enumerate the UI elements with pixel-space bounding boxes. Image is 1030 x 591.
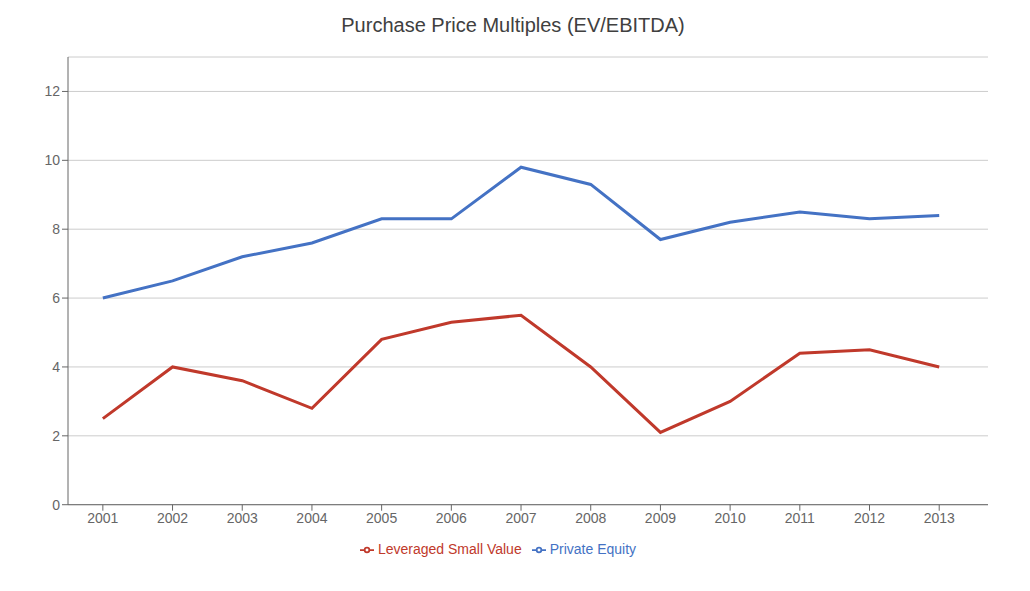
svg-text:2012: 2012 [854, 510, 885, 526]
svg-text:2008: 2008 [575, 510, 606, 526]
html-text:Leveraged Small Value: Leveraged Small Value [378, 540, 522, 557]
svg-text:2: 2 [52, 428, 60, 444]
svg-text:2005: 2005 [366, 510, 397, 526]
html-text:Purchase Price Multiples (EV/E: Purchase Price Multiples (EV/EBITDA) [341, 14, 685, 36]
svg-text:0: 0 [52, 497, 60, 513]
svg-text:6: 6 [52, 290, 60, 306]
svg-text:4: 4 [52, 359, 60, 375]
svg-text:2009: 2009 [645, 510, 676, 526]
svg-text:2003: 2003 [227, 510, 258, 526]
svg-text:10: 10 [44, 152, 60, 168]
svg-text:2006: 2006 [436, 510, 467, 526]
svg-text:2013: 2013 [924, 510, 955, 526]
html-text:Private Equity: Private Equity [549, 540, 636, 557]
svg-text:2007: 2007 [505, 510, 536, 526]
svg-text:8: 8 [52, 221, 60, 237]
svg-text:2001: 2001 [87, 510, 118, 526]
svg-text:2010: 2010 [715, 510, 746, 526]
svg-text:12: 12 [44, 83, 60, 99]
svg-text:2004: 2004 [296, 510, 327, 526]
svg-text:2002: 2002 [157, 510, 188, 526]
svg-text:2011: 2011 [785, 510, 815, 526]
